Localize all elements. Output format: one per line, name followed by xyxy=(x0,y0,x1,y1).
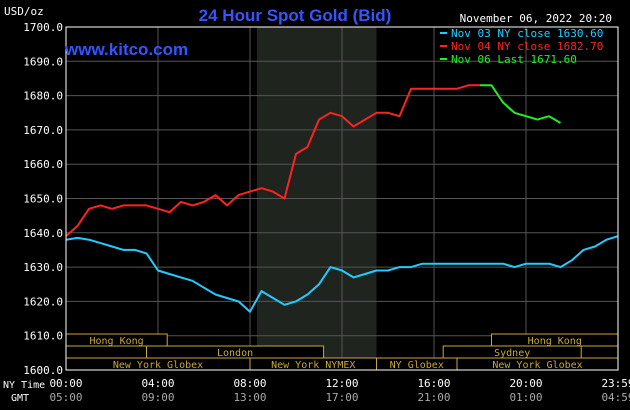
y-tick-label: 1690.0 xyxy=(23,55,63,68)
x-tick-label-ny: 20:00 xyxy=(509,377,542,390)
x-tick-label-ny: 04:00 xyxy=(141,377,174,390)
x-tick-label-gmt: 21:00 xyxy=(417,391,450,404)
timestamp: November 06, 2022 20:20 xyxy=(460,12,612,25)
y-axis-ticks: 1700.0 1690.0 1680.0 1670.0 1660.0 1650.0 1640… xyxy=(23,21,63,377)
y-tick-label: 1680.0 xyxy=(23,90,63,103)
x-tick-label-ny: 08:00 xyxy=(233,377,266,390)
y-tick-label: 1610.0 xyxy=(23,330,63,343)
series-line-0 xyxy=(65,235,619,313)
series-lines xyxy=(65,84,619,313)
session-label: Hong Kong xyxy=(90,336,144,347)
ny-time-row-label: NY Time xyxy=(3,380,45,391)
x-tick-label-gmt: 05:00 xyxy=(49,391,82,404)
x-tick-label-gmt: 09:00 xyxy=(141,391,174,404)
session-label: Hong Kong xyxy=(528,336,582,347)
session-label: New York Globex xyxy=(492,360,582,371)
series-line-2 xyxy=(480,84,562,124)
gmt-row-label: GMT xyxy=(11,393,29,404)
x-tick-label-ny: 00:00 xyxy=(49,377,82,390)
x-tick-label-ny: 23:59 xyxy=(601,377,630,390)
series-line-1 xyxy=(65,84,480,237)
legend-entry: Nov 06 Last 1671.60 xyxy=(451,53,577,66)
y-tick-label: 1650.0 xyxy=(23,193,63,206)
y-tick-label: 1620.0 xyxy=(23,295,63,308)
watermark-url: www.kitco.com xyxy=(64,40,188,59)
session-label: New York NYMEX xyxy=(271,360,355,371)
y-tick-label: 1600.0 xyxy=(23,364,63,377)
y-tick-label: 1700.0 xyxy=(23,21,63,34)
x-tick-label-gmt: 17:00 xyxy=(325,391,358,404)
session-label: New York Globex xyxy=(113,360,203,371)
x-tick-label-gmt: 13:00 xyxy=(233,391,266,404)
session-label: NY Globex xyxy=(390,360,444,371)
x-tick-label-gmt: 04:59 xyxy=(601,391,630,404)
y-tick-label: 1630.0 xyxy=(23,261,63,274)
legend-entry: Nov 03 NY close 1630.60 xyxy=(451,27,603,40)
units-label: USD/oz xyxy=(4,5,44,18)
session-label: London xyxy=(217,348,253,359)
x-tick-label-gmt: 01:00 xyxy=(509,391,542,404)
plot-frame xyxy=(65,26,619,371)
y-tick-label: 1660.0 xyxy=(23,158,63,171)
session-label: Sydney xyxy=(494,348,530,359)
y-tick-label: 1640.0 xyxy=(23,227,63,240)
y-tick-label: 1670.0 xyxy=(23,124,63,137)
x-tick-label-ny: 12:00 xyxy=(325,377,358,390)
x-tick-label-ny: 16:00 xyxy=(417,377,450,390)
legend-entry: Nov 04 NY close 1682.70 xyxy=(451,40,603,53)
chart-title: 24 Hour Spot Gold (Bid) xyxy=(199,6,392,25)
